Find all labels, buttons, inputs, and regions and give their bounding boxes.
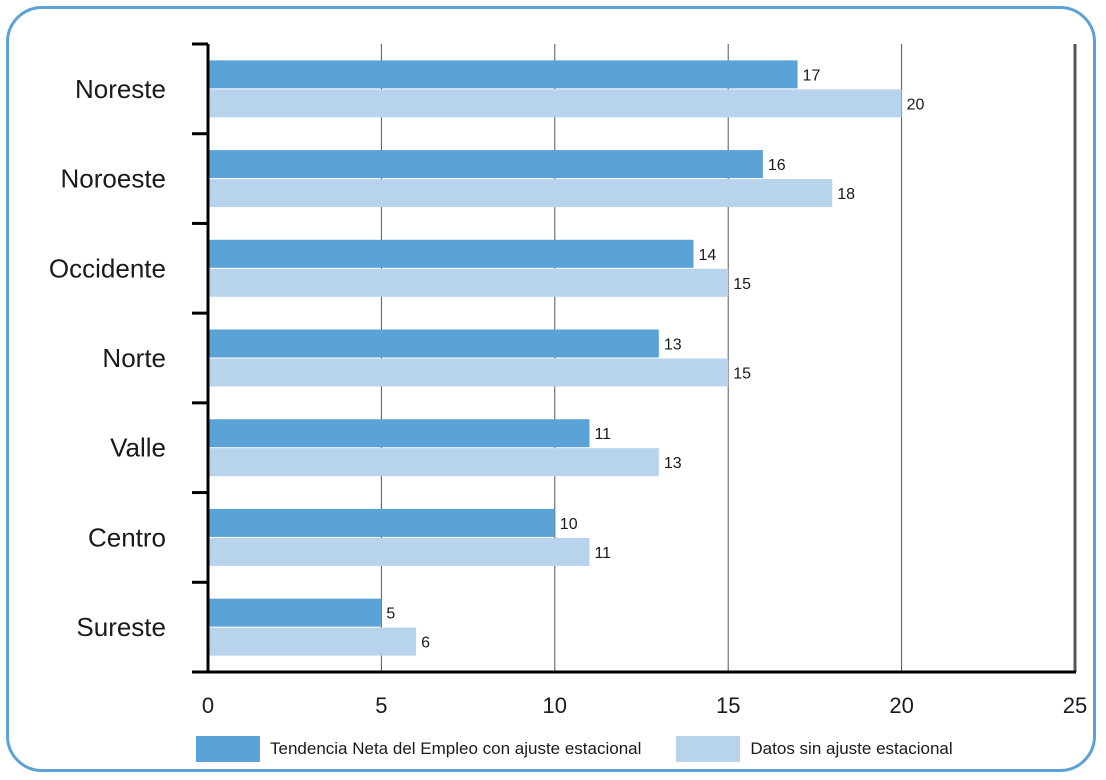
chart-frame xyxy=(6,6,1096,772)
category-label-centro: Centro xyxy=(88,522,166,552)
bar-sureste-series-2 xyxy=(208,627,417,656)
legend-swatch-seasonal xyxy=(196,736,260,762)
data-label-valle-series-1: 11 xyxy=(594,426,611,443)
legend-item-seasonal: Tendencia Neta del Empleo con ajuste est… xyxy=(196,736,641,762)
data-label-valle-series-2: 13 xyxy=(664,455,682,472)
data-label-occidente-series-2: 15 xyxy=(733,276,751,293)
data-label-noroeste-series-1: 16 xyxy=(768,157,786,174)
bar-centro-series-1 xyxy=(208,508,555,537)
data-label-centro-series-1: 10 xyxy=(560,516,578,533)
bar-noroeste-series-2 xyxy=(208,179,833,208)
category-label-norte: Norte xyxy=(102,343,166,373)
bar-valle-series-1 xyxy=(208,419,590,448)
bars xyxy=(208,60,902,656)
x-tick-label-25: 25 xyxy=(1063,693,1087,718)
labels: 17 20 Noreste 16 18 Noroeste 14 15 Occidente 13 15… xyxy=(49,67,1087,718)
bar-norte-series-2 xyxy=(208,358,729,387)
x-tick-label-10: 10 xyxy=(543,693,567,718)
category-label-occidente: Occidente xyxy=(49,253,166,283)
x-tick-label-20: 20 xyxy=(889,693,913,718)
bar-noreste-series-1 xyxy=(208,60,798,89)
legend-label-unadjusted: Datos sin ajuste estacional xyxy=(750,739,953,758)
legend-item-unadjusted: Datos sin ajuste estacional xyxy=(676,736,953,762)
category-label-noreste: Noreste xyxy=(75,74,166,104)
bar-occidente-series-1 xyxy=(208,239,694,268)
x-tick-label-0: 0 xyxy=(202,693,214,718)
bar-norte-series-1 xyxy=(208,329,659,358)
legend: Tendencia Neta del Empleo con ajuste est… xyxy=(196,735,988,763)
category-label-valle: Valle xyxy=(110,433,166,463)
data-label-sureste-series-2: 6 xyxy=(421,635,430,652)
bar-noroeste-series-1 xyxy=(208,150,763,179)
bar-sureste-series-1 xyxy=(208,598,382,627)
axes xyxy=(192,42,1076,674)
category-label-noroeste: Noroeste xyxy=(61,164,167,194)
data-label-noreste-series-1: 17 xyxy=(803,67,821,84)
bar-occidente-series-2 xyxy=(208,268,729,297)
legend-swatch-unadjusted xyxy=(676,736,741,762)
data-label-norte-series-2: 15 xyxy=(733,366,751,383)
category-label-sureste: Sureste xyxy=(76,612,166,642)
x-tick-label-5: 5 xyxy=(375,693,387,718)
grid-lines xyxy=(380,44,1077,672)
bar-centro-series-2 xyxy=(208,537,590,566)
data-label-noroeste-series-2: 18 xyxy=(837,186,855,203)
legend-label-seasonal: Tendencia Neta del Empleo con ajuste est… xyxy=(270,739,642,758)
data-label-sureste-series-1: 5 xyxy=(386,606,395,623)
data-label-occidente-series-1: 14 xyxy=(699,247,717,264)
bar-noreste-series-2 xyxy=(208,89,902,118)
data-label-centro-series-2: 11 xyxy=(594,545,611,562)
data-label-noreste-series-2: 20 xyxy=(907,96,925,113)
x-tick-label-15: 15 xyxy=(716,693,740,718)
data-label-norte-series-1: 13 xyxy=(664,337,682,354)
bar-valle-series-2 xyxy=(208,448,659,477)
